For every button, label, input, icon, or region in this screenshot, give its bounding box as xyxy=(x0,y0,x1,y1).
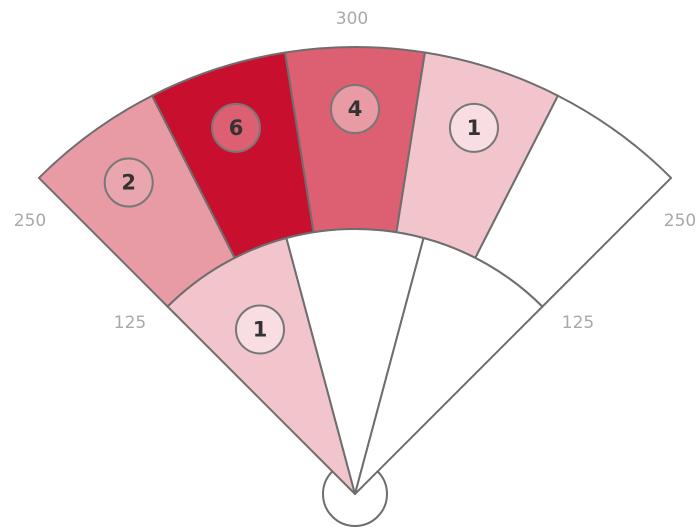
zone-label: 300 xyxy=(336,9,368,29)
count-label: 4 xyxy=(348,97,363,121)
zone-label: 125 xyxy=(114,313,146,333)
count-label: 1 xyxy=(467,116,482,140)
count-label: 2 xyxy=(121,171,136,195)
count-label: 1 xyxy=(253,317,268,341)
segments xyxy=(37,46,673,495)
badges: 2 6 4 1 1 xyxy=(103,84,499,355)
count-badge xyxy=(103,157,154,208)
count-label: 6 xyxy=(229,116,244,140)
count-badge xyxy=(211,102,262,153)
zone-segment xyxy=(166,237,356,495)
zone-segment xyxy=(285,228,425,495)
zone-label: 125 xyxy=(562,313,594,333)
count-badge xyxy=(330,84,380,134)
zone-label: 250 xyxy=(14,211,46,231)
count-badge xyxy=(448,102,499,153)
zone-label: 250 xyxy=(664,211,696,231)
count-badge xyxy=(235,304,285,355)
zone-segment xyxy=(354,237,544,495)
